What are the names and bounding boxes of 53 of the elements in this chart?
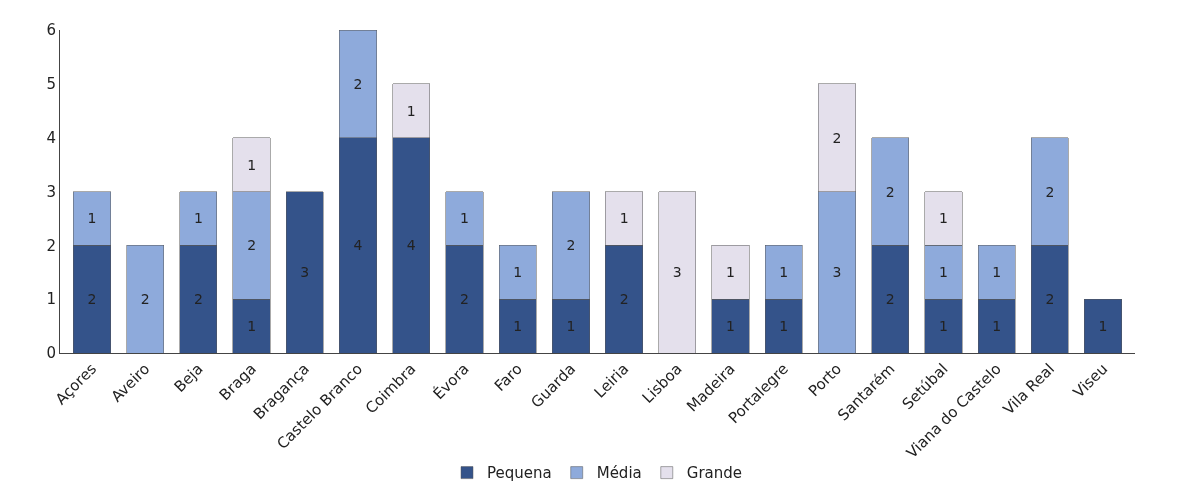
legend-label: Média [596,464,642,483]
legend-label: Grande [686,464,743,483]
y-tick-label: 5 [46,75,56,94]
bar [126,245,165,353]
data-label: 2 [193,291,203,308]
bar [1084,298,1122,353]
data-label: 3 [672,264,682,281]
data-label: 4 [353,237,363,254]
data-label: 1 [87,210,97,227]
data-label: 2 [87,291,97,308]
y-tick-label: 2 [46,236,56,255]
data-label: 1 [459,210,469,227]
bar [285,191,324,353]
data-label: 1 [513,264,523,281]
data-label: 2 [885,183,895,200]
data-label: 2 [619,291,629,308]
y-tick-label: 4 [46,128,56,147]
data-label: 1 [1098,318,1108,335]
data-label: 2 [140,291,150,308]
data-label: 2 [1045,291,1055,308]
data-label: 2 [832,129,842,146]
data-label: 2 [566,237,576,254]
data-label: 2 [353,75,363,92]
data-label: 3 [832,264,842,281]
data-label: 2 [247,237,257,254]
data-label: 1 [779,318,789,335]
y-tick-label: 6 [46,21,56,40]
data-label: 1 [247,156,257,173]
x-tick-label: Faro [490,359,526,395]
data-label: 2 [459,291,469,308]
data-label: 1 [992,318,1002,335]
data-label: 1 [938,210,948,227]
data-label: 3 [300,264,310,281]
data-label: 1 [938,318,948,335]
data-label: 1 [513,318,523,335]
legend-label: Pequena [487,464,552,483]
bar [658,191,697,353]
data-label: 1 [406,102,416,119]
data-label: 2 [885,291,895,308]
y-tick-label: 0 [46,344,56,363]
data-label: 1 [619,210,629,227]
data-label: 1 [193,210,203,227]
y-tick-label: 1 [46,290,56,309]
data-label: 1 [938,264,948,281]
data-label: 1 [779,264,789,281]
y-tick-label: 3 [46,182,56,201]
data-label: 1 [992,264,1002,281]
data-label: 1 [247,318,257,335]
data-label: 1 [726,318,736,335]
data-label: 1 [566,318,576,335]
data-label: 1 [726,264,736,281]
data-label: 2 [1045,183,1055,200]
data-label: 4 [406,237,416,254]
